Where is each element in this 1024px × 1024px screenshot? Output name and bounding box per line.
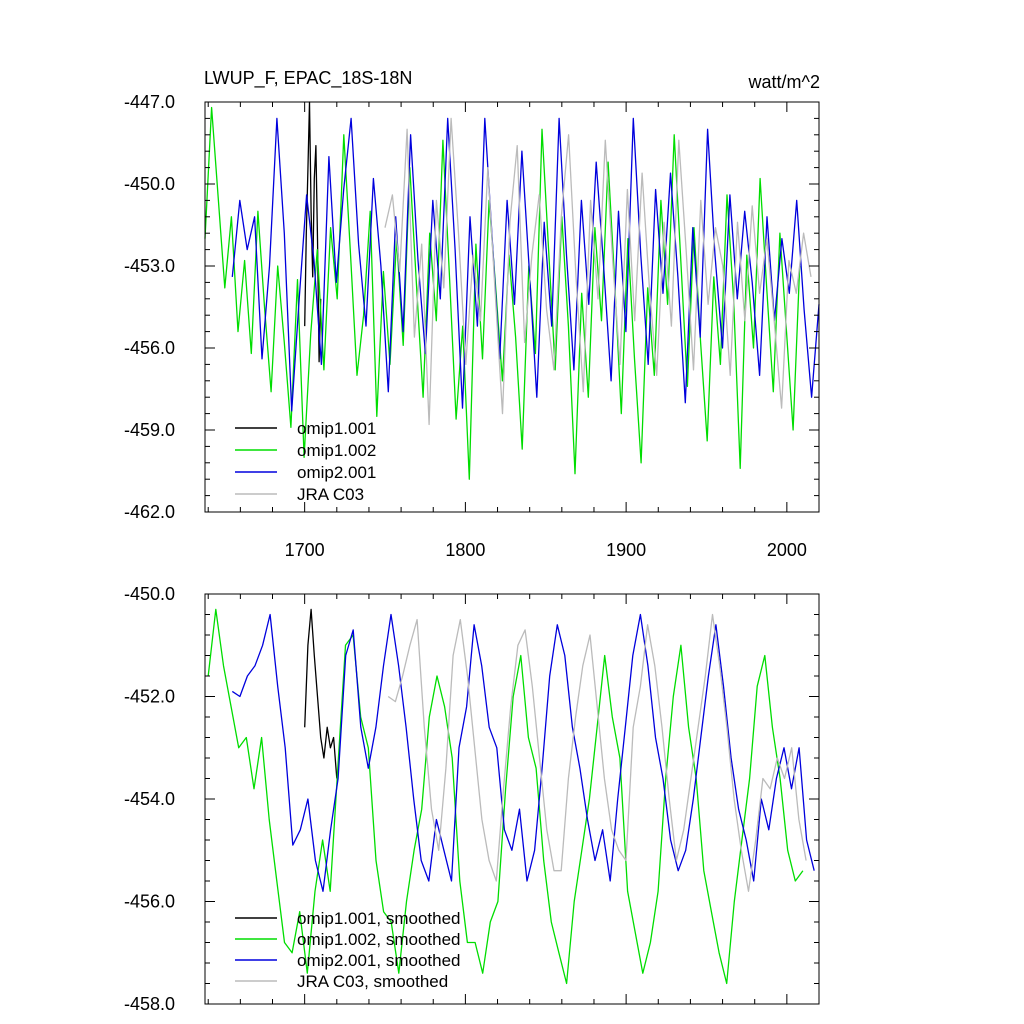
y-tick-label: -453.0 (124, 256, 175, 276)
top-axes: -462.0 -459.0 -456.0 -453.0 -450.0 -447.0 1700… (124, 92, 820, 560)
legend-label: JRA C03 (297, 485, 364, 504)
y-tick-label: -447.0 (124, 92, 175, 112)
bottom-panel: -458.0 -456.0 -454.0 -452.0 -450.0 omip1.001… (124, 584, 820, 1014)
bottom-series-group (207, 608, 815, 985)
y-tick-label: -450.0 (124, 174, 175, 194)
y-tick-label: -456.0 (124, 892, 175, 912)
legend-label: omip2.001 (297, 463, 376, 482)
legend-label: JRA C03, smoothed (297, 972, 448, 991)
legend-label: omip1.002 (297, 441, 376, 460)
legend-label: omip1.002, smoothed (297, 930, 461, 949)
series-line-jra (387, 613, 807, 892)
top-panel: LWUP_F, EPAC_18S-18N watt/m^2 -462.0 -459… (124, 68, 820, 560)
top-legend: omip1.001 omip1.002 omip2.001 JRA C03 (235, 419, 376, 504)
series-line-omip1-002 (204, 106, 801, 480)
series-line-omip2-001 (231, 117, 820, 412)
legend-label: omip1.001 (297, 419, 376, 438)
y-tick-label: -462.0 (124, 502, 175, 522)
y-tick-label: -459.0 (124, 420, 175, 440)
x-tick-label: 1700 (285, 540, 325, 560)
x-tick-label: 1900 (606, 540, 646, 560)
y-tick-label: -454.0 (124, 789, 175, 809)
y-tick-label: -456.0 (124, 338, 175, 358)
bottom-legend: omip1.001, smoothed omip1.002, smoothed om… (235, 909, 461, 991)
series-line-omip1-001 (304, 608, 338, 779)
series-line-omip1-002 (207, 608, 804, 985)
y-tick-label: -450.0 (124, 584, 175, 604)
series-line-omip1-001 (304, 101, 322, 363)
series-line-jra (384, 117, 812, 426)
top-series-group (204, 101, 820, 480)
y-tick-label: -452.0 (124, 687, 175, 707)
bottom-plot-frame (204, 593, 820, 1005)
chart-title: LWUP_F, EPAC_18S-18N (204, 68, 412, 89)
bottom-axes: -458.0 -456.0 -454.0 -452.0 -450.0 (124, 584, 820, 1014)
units-label: watt/m^2 (748, 72, 820, 92)
legend-label: omip1.001, smoothed (297, 909, 461, 928)
y-tick-label: -458.0 (124, 994, 175, 1014)
top-plot-frame (204, 101, 820, 513)
legend-label: omip2.001, smoothed (297, 951, 461, 970)
x-tick-label: 2000 (767, 540, 807, 560)
x-tick-label: 1800 (445, 540, 485, 560)
series-line-omip2-001 (231, 613, 815, 892)
